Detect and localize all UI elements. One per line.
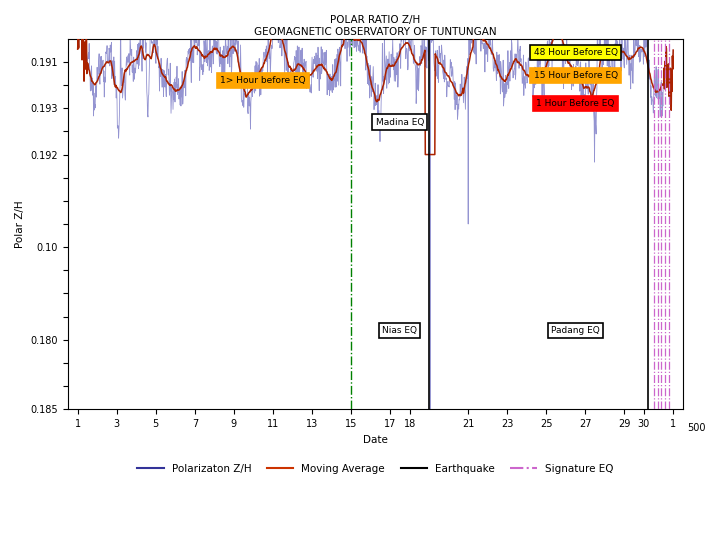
Text: 1> Hour before EQ: 1> Hour before EQ: [220, 76, 306, 85]
Text: Nias EQ: Nias EQ: [382, 326, 418, 335]
Text: 15 Hour Before EQ: 15 Hour Before EQ: [534, 71, 618, 80]
Title: POLAR RATIO Z/H
GEOMAGNETIC OBSERVATORY OF TUNTUNGAN: POLAR RATIO Z/H GEOMAGNETIC OBSERVATORY …: [254, 15, 497, 37]
Legend: Polarizaton Z/H, Moving Average, Earthquake, Signature EQ: Polarizaton Z/H, Moving Average, Earthqu…: [133, 460, 618, 478]
Text: 1 Hour Before EQ: 1 Hour Before EQ: [536, 99, 615, 108]
X-axis label: Date: Date: [363, 435, 388, 444]
Text: Padang EQ: Padang EQ: [552, 326, 600, 335]
Text: 48 Hour Before EQ: 48 Hour Before EQ: [534, 48, 618, 57]
Text: Madina EQ: Madina EQ: [376, 118, 424, 126]
Y-axis label: Polar Z/H: Polar Z/H: [15, 200, 25, 248]
Text: 500: 500: [687, 423, 706, 433]
